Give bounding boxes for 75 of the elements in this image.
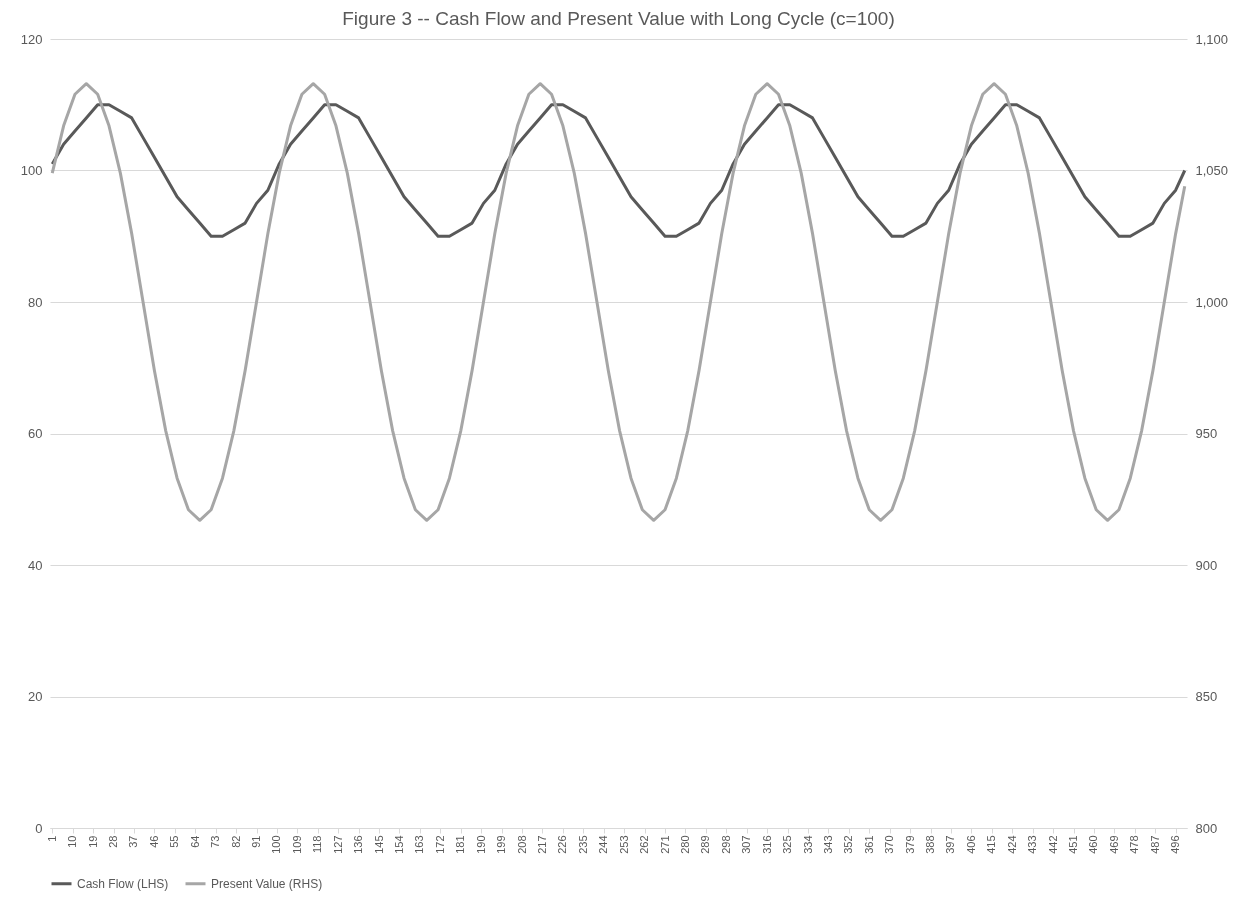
x-tick-label: 73 [209, 835, 222, 848]
line-series [50, 82, 1187, 522]
x-tick-label: 109 [290, 835, 303, 854]
x-tick-label: 46 [147, 835, 160, 848]
x-tick-label: 289 [699, 835, 712, 854]
y2-tick-label: 1,000 [1195, 294, 1229, 310]
y2-tick-label: 1,100 [1195, 31, 1229, 47]
legend-label: Cash Flow (LHS) [77, 876, 169, 891]
x-tick-label: 37 [127, 835, 140, 848]
x-tick-label: 298 [719, 835, 732, 854]
x-tick-label: 424 [1005, 835, 1018, 854]
x-tick-label: 379 [903, 835, 916, 854]
x-tick-label: 172 [433, 835, 446, 854]
x-tick-label: 271 [658, 835, 671, 854]
x-tick-label: 433 [1026, 835, 1039, 854]
y2-tick-label: 1,050 [1195, 163, 1229, 178]
x-tick-label: 478 [1128, 835, 1141, 854]
chart-title: Figure 3 -- Cash Flow and Present Value with Long Cycle (c=100) [342, 8, 895, 29]
x-tick-label: 316 [760, 835, 773, 854]
x-tick-label: 343 [821, 835, 834, 854]
x-tick-label: 325 [781, 835, 794, 854]
x-tick-label: 397 [944, 835, 957, 854]
x-tick-label: 226 [556, 835, 569, 854]
y2-tick-label: 950 [1195, 426, 1218, 441]
x-tick-label: 487 [1148, 835, 1161, 854]
x-tick-label: 217 [535, 835, 548, 854]
x-tick-label: 388 [924, 835, 937, 854]
x-tick-label: 1 [45, 835, 58, 842]
x-tick-label: 208 [515, 835, 528, 854]
x-tick-label: 451 [1067, 835, 1080, 854]
y2-tick-label: 800 [1195, 820, 1218, 836]
x-tick-label: 82 [229, 835, 242, 848]
x-tick-label: 127 [331, 835, 344, 854]
y-tick-label: 120 [20, 31, 43, 47]
legend-label: Present Value (RHS) [211, 876, 323, 891]
x-tick-label: 334 [801, 835, 814, 854]
x-tick-label: 415 [985, 835, 998, 854]
y2-tick-label: 900 [1195, 557, 1218, 573]
x-tick-label: 370 [883, 835, 896, 854]
x-tick-label: 181 [454, 835, 467, 854]
x-tick-label: 163 [413, 835, 426, 854]
x-tick-label: 406 [964, 835, 977, 854]
x-tick-label: 244 [597, 835, 610, 854]
x-tick-label: 91 [250, 835, 263, 848]
x-tick-label: 145 [372, 835, 385, 854]
y-tick-label: 40 [28, 557, 43, 573]
x-tick-label: 100 [270, 835, 283, 854]
y-tick-label: 20 [28, 689, 43, 704]
x-tick-label: 361 [862, 835, 875, 854]
x-tick-label: 460 [1087, 835, 1100, 854]
x-tick-label: 235 [576, 835, 589, 854]
x-tick-label: 253 [617, 835, 630, 854]
x-tick-label: 262 [638, 835, 651, 854]
x-tick-label: 19 [86, 835, 99, 848]
x-tick-label: 496 [1169, 835, 1182, 854]
x-tick-label: 154 [393, 835, 405, 854]
x-tick-label: 136 [352, 835, 365, 854]
y-tick-label: 80 [28, 294, 43, 310]
x-tick-label: 55 [168, 835, 181, 848]
x-tick-label: 442 [1046, 835, 1059, 854]
x-tick-label: 118 [311, 835, 324, 854]
x-tick-label: 307 [740, 835, 753, 854]
y-tick-label: 100 [20, 163, 43, 178]
x-tick-label: 190 [474, 835, 487, 854]
line-series [50, 103, 1187, 238]
x-tick-label: 28 [107, 835, 120, 848]
x-tick-label: 352 [842, 835, 855, 854]
x-tick-label: 469 [1107, 835, 1120, 854]
x-tick-label: 10 [66, 835, 79, 848]
x-tick-label: 199 [495, 835, 508, 854]
y-tick-label: 60 [28, 426, 43, 441]
y2-tick-label: 850 [1195, 689, 1218, 704]
y-tick-label: 0 [35, 820, 43, 836]
x-tick-label: 64 [188, 835, 201, 848]
x-tick-label: 280 [678, 835, 691, 854]
